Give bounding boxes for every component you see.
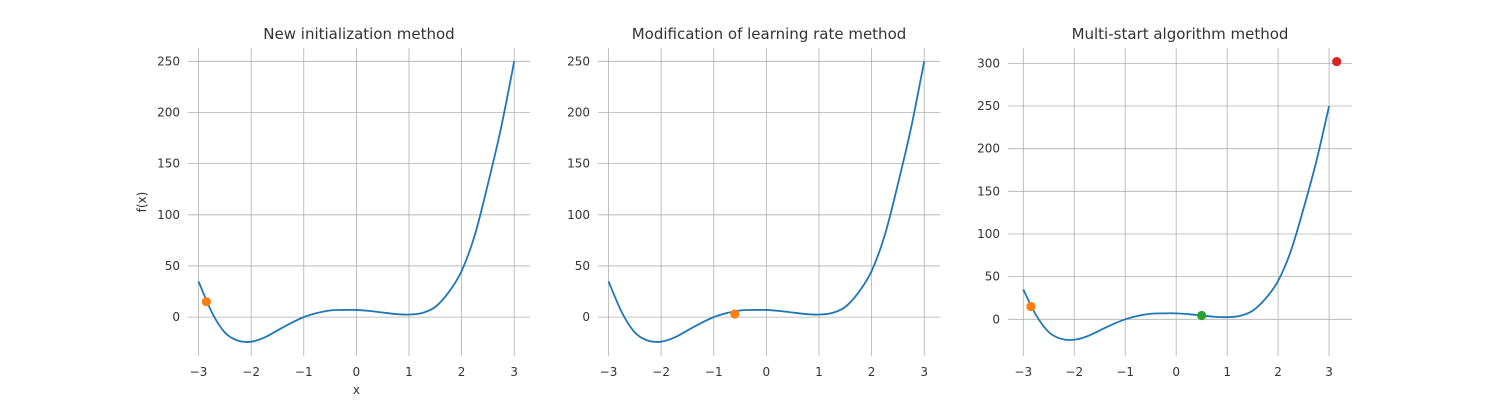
chart-title: Modification of learning rate method [632,25,907,43]
subplot-new-initialization: New initialization method −3 −2 −1 0 1 2 3 0 50 10… [135,25,530,397]
y-tick-label: 50 [985,270,1000,284]
x-tick-label: 0 [763,365,771,379]
x-tick-label: 0 [353,365,361,379]
y-tick-label: 50 [575,259,590,273]
x-tick-label: −3 [190,365,208,379]
x-tick-label: 1 [815,365,823,379]
y-tick-label: 250 [157,54,180,68]
x-tick-label: −1 [1116,365,1134,379]
y-tick-label: 300 [977,56,1000,70]
x-axis-label: x [353,383,360,397]
function-curve [607,61,926,343]
x-tick-label: 1 [405,365,413,379]
y-axis-label: f(x) [135,192,149,213]
x-tick-label: −3 [600,365,618,379]
y-tick-label: 0 [992,312,1000,326]
x-tick-label: −2 [242,365,260,379]
y-tick-label: 150 [977,184,1000,198]
x-tick-label: 3 [1325,365,1333,379]
y-tick-label: 0 [172,310,180,324]
y-tick-label: 200 [157,105,180,119]
x-tick-label: −1 [295,365,313,379]
function-curve [197,61,516,343]
x-tick-label: 2 [868,365,876,379]
y-tick-label: 200 [977,142,1000,156]
y-tick-label: 150 [567,157,590,171]
x-tick-label: −3 [1014,365,1032,379]
data-point-marker [1026,301,1036,312]
y-tick-label: 250 [567,54,590,68]
chart-title: New initialization method [263,25,454,43]
y-tick-label: 0 [582,310,590,324]
subplot-learning-rate-modification: Modification of learning rate method −3 −2… [567,25,940,379]
data-point-marker [201,297,212,307]
y-tick-label: 250 [977,99,1000,113]
x-tick-label: 2 [1274,365,1282,379]
data-point-marker [730,309,740,319]
x-tick-label: −2 [652,365,670,379]
subplot-multi-start: Multi-start algorithm method −3 −2 −1 0 1 2 3 0 5… [977,25,1352,379]
x-tick-label: 3 [510,365,518,379]
y-tick-label: 100 [157,208,180,222]
y-tick-label: 200 [567,105,590,119]
function-curve [1022,105,1330,341]
y-tick-label: 50 [165,259,180,273]
y-tick-label: 100 [567,208,590,222]
x-tick-label: 2 [458,365,466,379]
x-tick-label: −1 [705,365,723,379]
x-tick-label: −2 [1065,365,1083,379]
y-tick-label: 150 [157,157,180,171]
x-tick-label: 0 [1172,365,1180,379]
x-tick-label: 1 [1223,365,1231,379]
data-point-marker [1197,310,1207,321]
data-point-marker [1332,57,1342,67]
chart-title: Multi-start algorithm method [1072,25,1289,43]
y-tick-label: 100 [977,227,1000,241]
x-tick-label: 3 [920,365,928,379]
